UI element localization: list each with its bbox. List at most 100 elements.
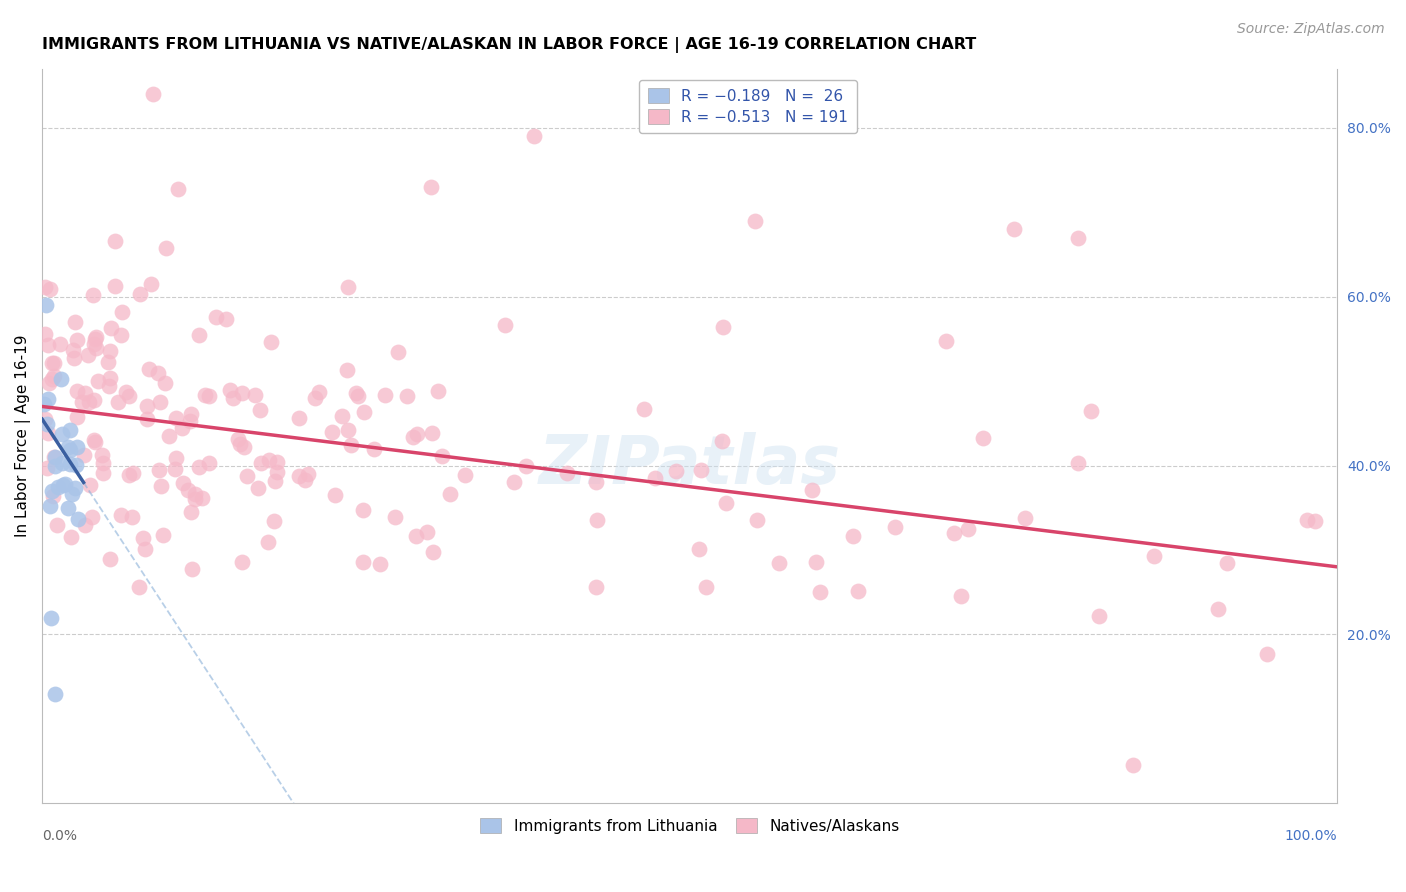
Point (98, 551, 121, 566)
Point (37, 392, 59, 406)
Point (188, 459, 211, 474)
Point (233, 440, 256, 454)
Point (91, 456, 114, 470)
Point (91, 466, 114, 480)
Point (257, 453, 280, 467)
Point (56, 500, 79, 515)
Point (46, 480, 69, 494)
Point (287, 410, 309, 425)
Point (555, 466, 578, 480)
Point (98, 379, 121, 393)
Point (183, 487, 205, 501)
Point (35, 417, 58, 432)
Point (339, 438, 361, 452)
Point (59, 530, 82, 544)
Point (42, 489, 65, 503)
Point (494, 318, 516, 332)
Point (132, 531, 155, 545)
Point (768, 557, 790, 571)
Point (84, 333, 107, 347)
Point (586, 513, 609, 527)
Point (179, 413, 201, 427)
Point (688, 542, 710, 557)
Point (266, 465, 288, 479)
Point (66, 384, 89, 398)
Point (148, 463, 170, 477)
Point (155, 242, 177, 256)
Point (422, 545, 444, 559)
Point (297, 467, 319, 481)
Point (745, 512, 768, 526)
Text: ZIPatlas: ZIPatlas (538, 433, 841, 499)
Point (204, 310, 226, 324)
Point (695, 581, 717, 595)
Point (1295, 513, 1317, 527)
Point (219, 383, 242, 397)
Point (39, 499, 62, 513)
Point (956, 522, 979, 536)
Point (39, 282, 62, 296)
Point (77, 395, 100, 409)
Point (387, 345, 409, 359)
Point (370, 558, 392, 572)
Point (585, 475, 607, 490)
Point (419, 180, 441, 194)
Point (73, 517, 96, 532)
Point (231, 386, 253, 401)
Point (249, 456, 271, 470)
Point (100, 321, 122, 335)
Point (115, 384, 138, 399)
Point (98, 344, 121, 359)
Point (41, 371, 63, 385)
Point (49, 372, 72, 386)
Point (714, 496, 737, 510)
Point (198, 388, 221, 402)
Point (167, 182, 190, 196)
Point (56, 440, 79, 454)
Point (352, 503, 374, 517)
Point (121, 467, 143, 481)
Point (1080, 404, 1102, 418)
Point (439, 487, 461, 501)
Point (972, 431, 994, 445)
Point (194, 388, 217, 402)
Point (1122, 758, 1144, 772)
Point (1002, 222, 1025, 236)
Point (83, 434, 105, 448)
Point (1303, 515, 1326, 529)
Point (804, 555, 827, 569)
Point (384, 510, 406, 524)
Point (37, 338, 59, 352)
Point (177, 483, 200, 498)
Point (808, 585, 831, 599)
Point (53, 477, 76, 491)
Point (65, 458, 87, 473)
Point (1014, 511, 1036, 525)
Point (52, 478, 75, 492)
Point (59, 457, 82, 471)
Point (744, 213, 766, 227)
Point (32, 397, 55, 411)
Point (665, 464, 688, 478)
Point (405, 529, 427, 543)
Point (801, 483, 824, 497)
Point (70, 395, 93, 409)
Point (321, 425, 343, 439)
Point (215, 311, 238, 326)
Point (337, 280, 360, 294)
Point (128, 580, 150, 594)
Point (75, 386, 97, 401)
Point (585, 580, 607, 594)
Point (83, 337, 105, 351)
Point (374, 388, 396, 402)
Point (249, 403, 271, 417)
Point (353, 405, 375, 419)
Point (104, 279, 127, 293)
Point (172, 421, 194, 435)
Point (1256, 648, 1278, 662)
Point (229, 437, 252, 451)
Point (231, 555, 253, 569)
Point (65, 482, 87, 496)
Point (79, 477, 101, 491)
Point (84, 341, 107, 355)
